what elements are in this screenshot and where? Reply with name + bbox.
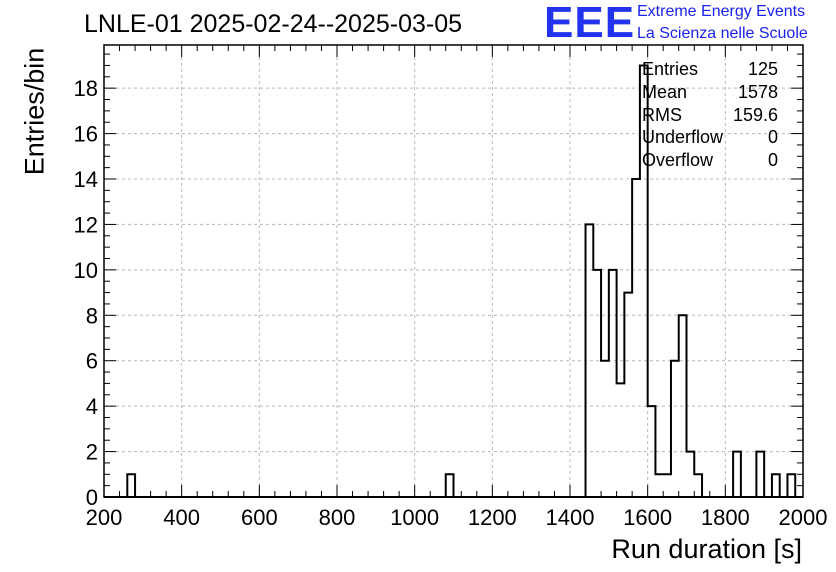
x-tick-label: 1200 (468, 505, 517, 530)
y-tick-label: 6 (86, 349, 98, 374)
stat-row-entries: Entries 125 (642, 58, 778, 81)
y-axis-label: Entries/bin (19, 47, 50, 176)
stat-value: 125 (747, 59, 778, 79)
stat-value: 159.6 (732, 104, 778, 125)
histogram-step (584, 64, 710, 498)
stat-value: 0 (767, 127, 778, 148)
y-tick-label: 4 (86, 394, 98, 419)
x-tick-label: 1800 (701, 505, 750, 530)
axes: 200 400 600 800 1000 1200 1400 1600 1800 20000246… (74, 44, 828, 530)
x-tick-label: 2000 (779, 505, 828, 530)
histogram-step (725, 450, 742, 498)
histogram-step (444, 473, 462, 498)
stat-label: Mean (642, 81, 688, 102)
stat-label: Underflow (642, 127, 724, 148)
y-tick-label: 12 (74, 212, 98, 237)
stat-value: 1578 (737, 81, 778, 102)
plot-frame (103, 44, 804, 498)
x-axis-label: Run duration [s] (611, 534, 802, 564)
x-tick-label: 1400 (546, 505, 595, 530)
x-tick-label: 600 (241, 505, 278, 530)
y-tick-label: 14 (74, 167, 98, 192)
x-tick-label: 1000 (390, 505, 439, 530)
x-tick-label: 200 (86, 505, 123, 530)
y-tick-label: 10 (74, 258, 98, 283)
stat-value: 0 (767, 150, 778, 171)
x-tick-label: 400 (163, 505, 200, 530)
stat-label: Entries (642, 59, 699, 79)
stat-row-underflow: Underflow 0 (642, 126, 778, 149)
stat-label: RMS (642, 104, 682, 125)
stat-label: Overflow (642, 150, 714, 171)
stat-row-overflow: Overflow 0 (642, 149, 778, 172)
x-tick-label: 1600 (623, 505, 672, 530)
y-tick-label: 8 (86, 303, 98, 328)
y-tick-label: 0 (86, 485, 98, 510)
logo-line-1: Extreme Energy Events (637, 3, 806, 20)
x-tick-label: 800 (319, 505, 356, 530)
y-tick-label: 16 (74, 122, 98, 147)
y-tick-label: 18 (74, 76, 98, 101)
grid (104, 45, 803, 497)
eee-logo: EEE (544, 0, 636, 47)
chart-title: LNLE-01 2025-02-24--2025-03-05 (84, 10, 463, 38)
y-tick-label: 2 (86, 440, 98, 465)
stat-row-mean: Mean 1578 (642, 81, 778, 104)
stat-row-rms: RMS 159.6 (642, 104, 778, 127)
stats-box: Entries 125 Mean 1578 RMS 159.6 Underflo… (642, 58, 778, 172)
histogram-step (748, 450, 797, 498)
logo-line-2: La Scienza nelle Scuole (637, 25, 808, 42)
